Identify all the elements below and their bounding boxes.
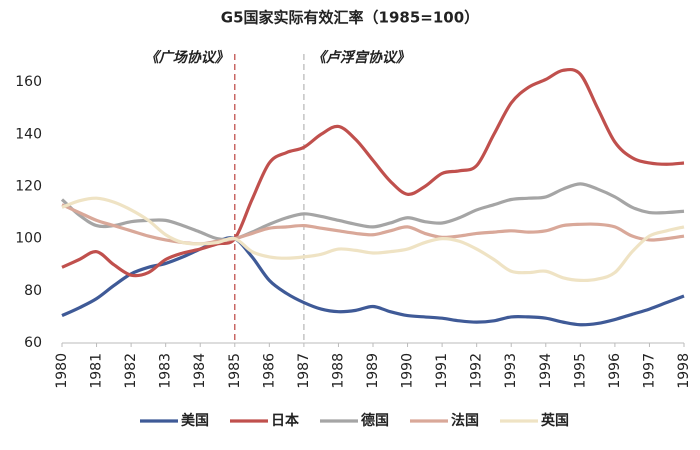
x-tick-label: 1987 <box>296 353 312 389</box>
legend-label: 日本 <box>271 412 300 429</box>
series-line <box>61 196 685 283</box>
annotation: 《广场协议》 <box>145 49 229 66</box>
x-tick-label: 1988 <box>330 353 346 389</box>
y-tick-label: 60 <box>24 335 42 351</box>
x-tick-label: 1982 <box>123 353 139 389</box>
x-tick-label: 1992 <box>469 353 485 389</box>
legend-label: 法国 <box>451 412 479 429</box>
x-tick-label: 1996 <box>607 353 623 389</box>
series-line <box>61 236 685 327</box>
x-tick-label: 1984 <box>192 353 208 389</box>
legend-label: 德国 <box>361 412 389 429</box>
x-tick-label: 1995 <box>572 353 588 389</box>
x-tick-label: 1997 <box>641 353 657 389</box>
y-tick-label: 120 <box>15 178 42 194</box>
series-line <box>61 67 685 278</box>
legend-label: 美国 <box>181 412 209 429</box>
x-tick-label: 1993 <box>503 353 519 389</box>
series-line <box>61 203 685 246</box>
series-line <box>60 182 685 242</box>
x-tick-label: 1991 <box>434 353 450 389</box>
x-tick-label: 1981 <box>89 353 105 389</box>
y-tick-label: 160 <box>15 74 42 90</box>
chart-title: G5国家实际有效汇率（1985=100） <box>221 9 479 27</box>
x-tick-label: 1994 <box>538 353 554 389</box>
y-tick-label: 80 <box>24 283 42 299</box>
x-tick-label: 1990 <box>400 353 416 389</box>
annotation: 《卢浮宫协议》 <box>312 49 410 66</box>
x-tick-label: 1980 <box>54 353 70 389</box>
x-tick-label: 1989 <box>365 353 381 389</box>
x-tick-label: 1983 <box>158 353 174 389</box>
x-tick-label: 1986 <box>261 353 277 389</box>
x-tick-label: 1985 <box>227 353 243 389</box>
x-tick-label: 1998 <box>676 353 692 389</box>
y-tick-label: 140 <box>15 126 42 142</box>
legend-label: 英国 <box>540 412 569 429</box>
y-tick-label: 100 <box>15 231 42 247</box>
